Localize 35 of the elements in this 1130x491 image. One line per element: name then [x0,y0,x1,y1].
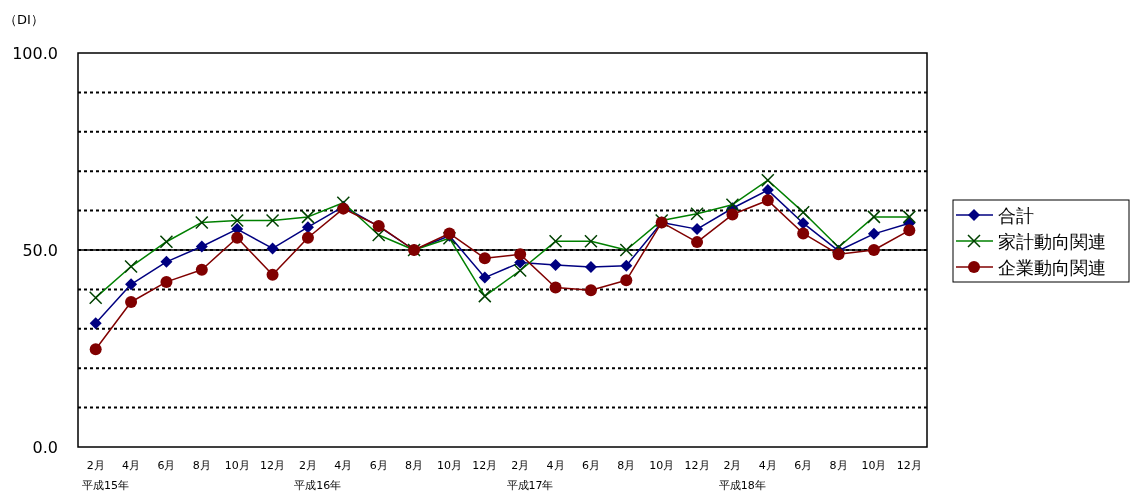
x-tick-label: 4月 [546,459,565,472]
x-tick-label: 2月 [86,459,105,472]
text: 平成16年 [294,479,342,491]
text: 平成17年 [506,479,554,491]
x-tick-label: 6月 [581,459,600,472]
x-tick-label: 2月 [298,459,317,472]
legend-label: 家計動向関連 [998,231,1106,252]
x-tick-label: 4月 [122,459,141,472]
legend-label: 合計 [998,205,1034,226]
x-tick-label: 8月 [829,459,848,472]
x-tick-label: 12月 [260,459,286,472]
x-tick-label: 10月 [224,459,250,472]
y-tick-label: 0.0 [32,438,58,457]
x-tick-label: 8月 [405,459,424,472]
x-tick-label: 6月 [369,459,388,472]
x-tick-label: 2月 [511,459,530,472]
x-tick-label: 6月 [157,459,176,472]
x-tick-label: 12月 [684,459,710,472]
text: 平成18年 [718,479,766,491]
x-tick-label: 12月 [472,459,498,472]
x-tick-label: 6月 [794,459,813,472]
x-tick-label: 12月 [896,459,922,472]
text: 平成15年 [82,479,129,491]
legend-label: 企業動向関連 [998,257,1106,278]
x-tick-label: 10月 [861,459,887,472]
x-tick-label: 4月 [758,459,777,472]
x-tick-label: 2月 [723,459,742,472]
x-tick-label: 8月 [617,459,636,472]
y-tick-label: 50.0 [22,241,58,260]
x-tick-label: 8月 [192,459,211,472]
y-tick-label: 100.0 [12,44,58,63]
x-tick-label: 10月 [649,459,675,472]
x-tick-label: 10月 [436,459,462,472]
x-tick-label: 4月 [334,459,353,472]
y-axis-title: （DI） [4,12,44,27]
